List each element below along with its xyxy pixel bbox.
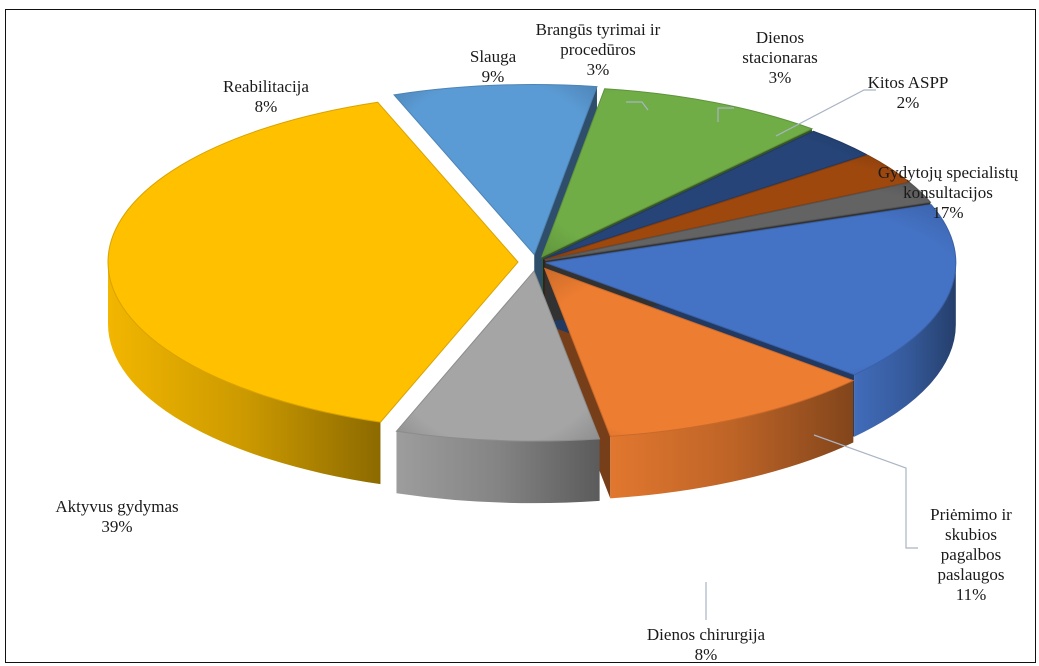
data-label-5: Slauga 9% (470, 47, 517, 86)
data-label-name: skubios (945, 525, 997, 544)
pie-slice-1 (543, 267, 855, 437)
data-label-value: 3% (587, 60, 610, 79)
data-label-2: Dienos chirurgija 8% (647, 625, 766, 663)
pie-slice-0 (545, 204, 957, 376)
data-label-value: 9% (482, 67, 505, 86)
leader-line-8 (775, 89, 876, 137)
data-label-name: Aktyvus gydymas (55, 497, 178, 516)
data-label-name: Priėmimo ir (930, 505, 1012, 524)
leader-line-1 (813, 434, 918, 549)
data-label-value: 2% (897, 93, 920, 112)
data-label-name: Dienos chirurgija (647, 625, 766, 644)
chart-frame: Gydytojų specialistų konsultacijos 17% Priė… (5, 9, 1036, 663)
pie-side-2 (396, 431, 600, 504)
data-label-name: pagalbos (941, 545, 1001, 564)
pie-slice-3 (107, 101, 519, 423)
data-label-name: konsultacijos (903, 183, 993, 202)
pie-side-1 (610, 380, 854, 499)
leader-line-7 (717, 107, 734, 122)
data-label-name: Dienos (756, 28, 804, 47)
pie-slice-2 (395, 270, 601, 442)
data-label-value: 3% (769, 68, 792, 87)
data-label-8: Kitos ASPP 2% (868, 73, 949, 112)
data-label-0: Gydytojų specialistų konsultacijos 17% (878, 163, 1019, 222)
data-label-6: Brangūs tyrimai ir procedūros 3% (536, 20, 661, 79)
leader-lines (626, 89, 918, 620)
data-label-value: 11% (956, 585, 987, 604)
leader-line-6 (626, 101, 649, 111)
data-labels: Gydytojų specialistų konsultacijos 17% Priė… (55, 20, 1019, 663)
pie-slice-4 (393, 84, 598, 256)
data-label-value: 17% (932, 203, 963, 222)
data-label-name: paslaugos (937, 565, 1004, 584)
data-label-3: Aktyvus gydymas 39% (55, 497, 178, 536)
pie-tops (107, 84, 957, 442)
data-label-value: 8% (255, 97, 278, 116)
data-label-1: Priėmimo ir skubios pagalbos paslaugos 11% (930, 505, 1012, 604)
data-label-name: Reabilitacija (223, 77, 309, 96)
pie-slice-8 (545, 182, 932, 261)
data-label-name: Kitos ASPP (868, 73, 949, 92)
data-label-4: Reabilitacija 8% (223, 77, 309, 116)
data-label-name: Brangūs tyrimai ir (536, 20, 661, 39)
data-label-name: procedūros (560, 40, 636, 59)
pie-slice-6 (543, 130, 868, 260)
data-label-name: Slauga (470, 47, 517, 66)
pie-side-0 (854, 262, 956, 437)
data-label-name: stacionaras (742, 48, 818, 67)
pie-chart: Gydytojų specialistų konsultacijos 17% Priė… (55, 20, 1019, 663)
pie-side-3 (108, 262, 381, 485)
data-label-value: 8% (695, 645, 718, 663)
pie-slice-7 (544, 154, 911, 261)
data-label-name: Gydytojų specialistų (878, 163, 1019, 182)
data-label-value: 39% (101, 517, 132, 536)
data-label-7: Dienos stacionaras 3% (742, 28, 818, 87)
